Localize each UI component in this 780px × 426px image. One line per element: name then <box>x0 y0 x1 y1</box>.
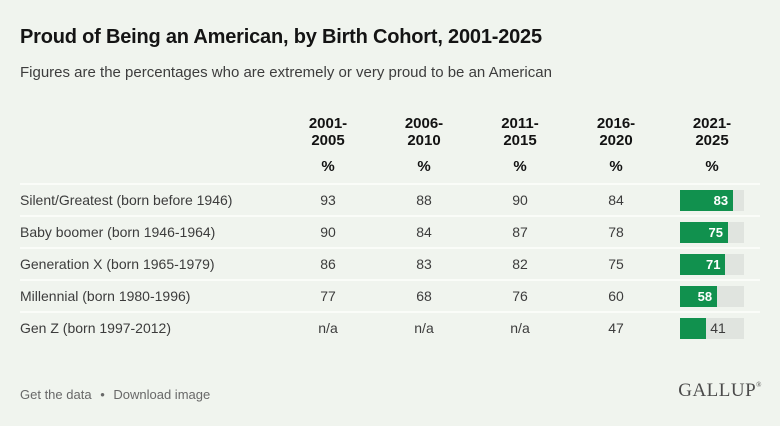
bar-track: 83 <box>680 189 744 211</box>
value-cell: 76 <box>512 288 528 304</box>
column-header: 2011- 2015 <box>501 115 539 149</box>
value-cell: 86 <box>320 256 336 272</box>
value-cell: 93 <box>320 192 336 208</box>
value-cell: n/a <box>318 320 338 336</box>
value-cell: n/a <box>510 320 530 336</box>
bar-track: 75 <box>680 221 744 243</box>
column-header: 2006- 2010 <box>404 115 444 149</box>
value-cell: 47 <box>608 320 624 336</box>
registered-mark: ® <box>756 381 762 389</box>
bar-cell: 41 <box>664 317 760 339</box>
value-cell: 90 <box>320 224 336 240</box>
column-header: 2016- 2020 <box>596 115 636 149</box>
value-cell: 78 <box>608 224 624 240</box>
bar-fill: 75 <box>680 221 728 243</box>
table-row: Generation X (born 1965-1979) 86 83 82 75 71 <box>20 247 760 279</box>
unit-label: % <box>417 157 431 175</box>
value-cell: 60 <box>608 288 624 304</box>
subtitle: Figures are the percentages who are extr… <box>20 64 552 81</box>
bar-cell: 71 <box>664 253 760 275</box>
value-cell: 75 <box>608 256 624 272</box>
get-the-data-link[interactable]: Get the data <box>20 387 92 402</box>
cohort-table: 2001- 2005 2006- 2010 2011- 2015 2016- 2020… <box>20 115 760 343</box>
bar-track: 58 <box>680 285 744 307</box>
bar-value: 75 <box>708 224 723 240</box>
table-header-row: 2001- 2005 2006- 2010 2011- 2015 2016- 2020… <box>20 115 760 149</box>
unit-label: % <box>513 157 527 175</box>
value-cell: 84 <box>416 224 432 240</box>
row-label: Baby boomer (born 1946-1964) <box>20 224 216 240</box>
value-cell: 82 <box>512 256 528 272</box>
bar-fill: 58 <box>680 285 718 307</box>
value-cell: 83 <box>416 256 432 272</box>
row-label: Gen Z (born 1997-2012) <box>20 320 171 336</box>
bar-value: 58 <box>697 288 713 304</box>
bar-value: 71 <box>705 256 721 272</box>
row-label: Generation X (born 1965-1979) <box>20 256 215 272</box>
download-image-link[interactable]: Download image <box>113 387 211 402</box>
row-label: Millennial (born 1980-1996) <box>20 288 191 304</box>
table-unit-row: %%%%% <box>20 149 760 183</box>
bar-fill: 83 <box>680 189 734 211</box>
value-cell: n/a <box>414 320 434 336</box>
value-cell: 77 <box>320 288 336 304</box>
gallup-wordmark: GALLUP <box>678 380 757 401</box>
unit-label: % <box>609 157 623 175</box>
value-cell: 90 <box>512 192 528 208</box>
table-row: Baby boomer (born 1946-1964) 90 84 87 78 75 <box>20 215 760 247</box>
unit-label: % <box>321 157 335 175</box>
value-cell: 68 <box>416 288 432 304</box>
footer: Get the data • Download image GALLUP® <box>20 380 762 402</box>
value-cell: 84 <box>608 192 624 208</box>
bar-cell: 83 <box>664 189 760 211</box>
bar-track: 41 <box>680 317 744 339</box>
unit-label: % <box>705 157 719 175</box>
link-separator: • <box>100 387 105 402</box>
column-header: 2001- 2005 <box>308 115 348 149</box>
bar-cell: 75 <box>664 221 760 243</box>
bar-track: 71 <box>680 253 744 275</box>
footer-links: Get the data • Download image <box>20 387 210 402</box>
row-label: Silent/Greatest (born before 1946) <box>20 192 233 208</box>
column-header: 2021- 2025 <box>692 115 732 149</box>
page-title: Proud of Being an American, by Birth Coh… <box>20 26 542 48</box>
bar-fill: 71 <box>680 253 726 275</box>
table-row: Millennial (born 1980-1996) 77 68 76 60 58 <box>20 279 760 311</box>
value-cell: 87 <box>512 224 528 240</box>
table-row: Silent/Greatest (born before 1946) 93 88 90… <box>20 183 760 215</box>
gallup-logo: GALLUP® <box>678 380 762 402</box>
bar-value: 83 <box>713 192 729 208</box>
value-cell: 88 <box>416 192 432 208</box>
table-row: Gen Z (born 1997-2012) n/a n/a n/a 47 41 <box>20 311 760 343</box>
bar-fill <box>680 317 707 339</box>
bar-value: 41 <box>710 320 726 336</box>
bar-cell: 58 <box>664 285 760 307</box>
